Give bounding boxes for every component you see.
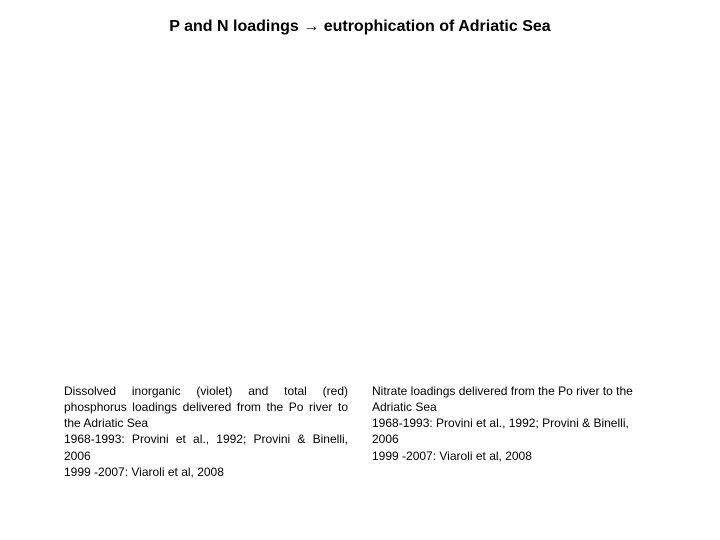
caption-left-line3: 1999 -2007: Viaroli et al, 2008 <box>64 465 224 479</box>
captions-container: Dissolved inorganic (violet) and total (… <box>64 383 656 480</box>
caption-right-line2: 1968-1993: Provini et al., 1992; Provini… <box>372 416 629 446</box>
caption-left: Dissolved inorganic (violet) and total (… <box>64 383 348 480</box>
caption-right-line1: Nitrate loadings delivered from the Po r… <box>372 384 633 414</box>
slide-title: P and N loadings → eutrophication of Adr… <box>0 18 720 36</box>
caption-right-line3: 1999 -2007: Viaroli et al, 2008 <box>372 449 532 463</box>
caption-right: Nitrate loadings delivered from the Po r… <box>372 383 656 480</box>
caption-left-line1: Dissolved inorganic (violet) and total (… <box>64 384 348 430</box>
caption-left-line2: 1968-1993: Provini et al., 1992; Provini… <box>64 432 348 462</box>
